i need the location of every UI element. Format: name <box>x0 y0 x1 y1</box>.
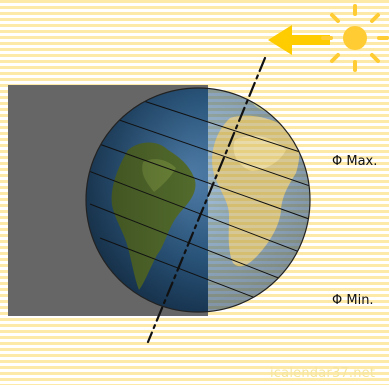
watermark: icalendar37.net <box>270 366 375 381</box>
phi-min-label: Φ Min. <box>332 293 374 308</box>
latitude-line <box>95 111 310 187</box>
earth-globe <box>85 87 311 313</box>
earth-axis <box>146 56 267 344</box>
arrow-left-icon <box>268 25 330 55</box>
latitude-line <box>87 139 310 221</box>
sun-icon <box>321 4 389 72</box>
phi-max-label: Φ Max. <box>332 154 377 169</box>
latitude-line <box>89 203 305 289</box>
latitude-line <box>86 169 310 257</box>
